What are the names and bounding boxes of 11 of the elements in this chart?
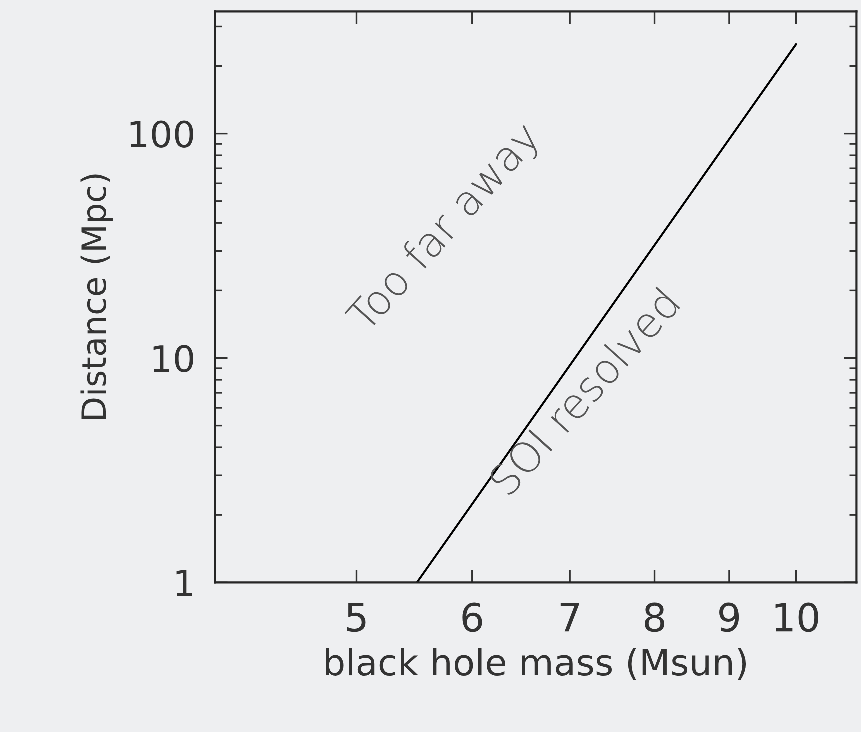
x-tick-label: 6 (462, 602, 482, 632)
x-axis-title: black hole mass (Msun) (326, 648, 746, 680)
y-tick-label: 1 (176, 570, 192, 596)
y-tick-label: 100 (130, 120, 194, 148)
x-tick-label: 5 (347, 603, 366, 632)
x-tick-label: 7 (560, 603, 580, 632)
x-tick-label: 8 (645, 602, 664, 632)
x-tick-label: 9 (720, 602, 740, 632)
y-axis-title: Distance (Mpc) (80, 174, 113, 420)
y-tick-label: 10 (154, 345, 194, 372)
x-tick-label: 10 (776, 602, 818, 632)
